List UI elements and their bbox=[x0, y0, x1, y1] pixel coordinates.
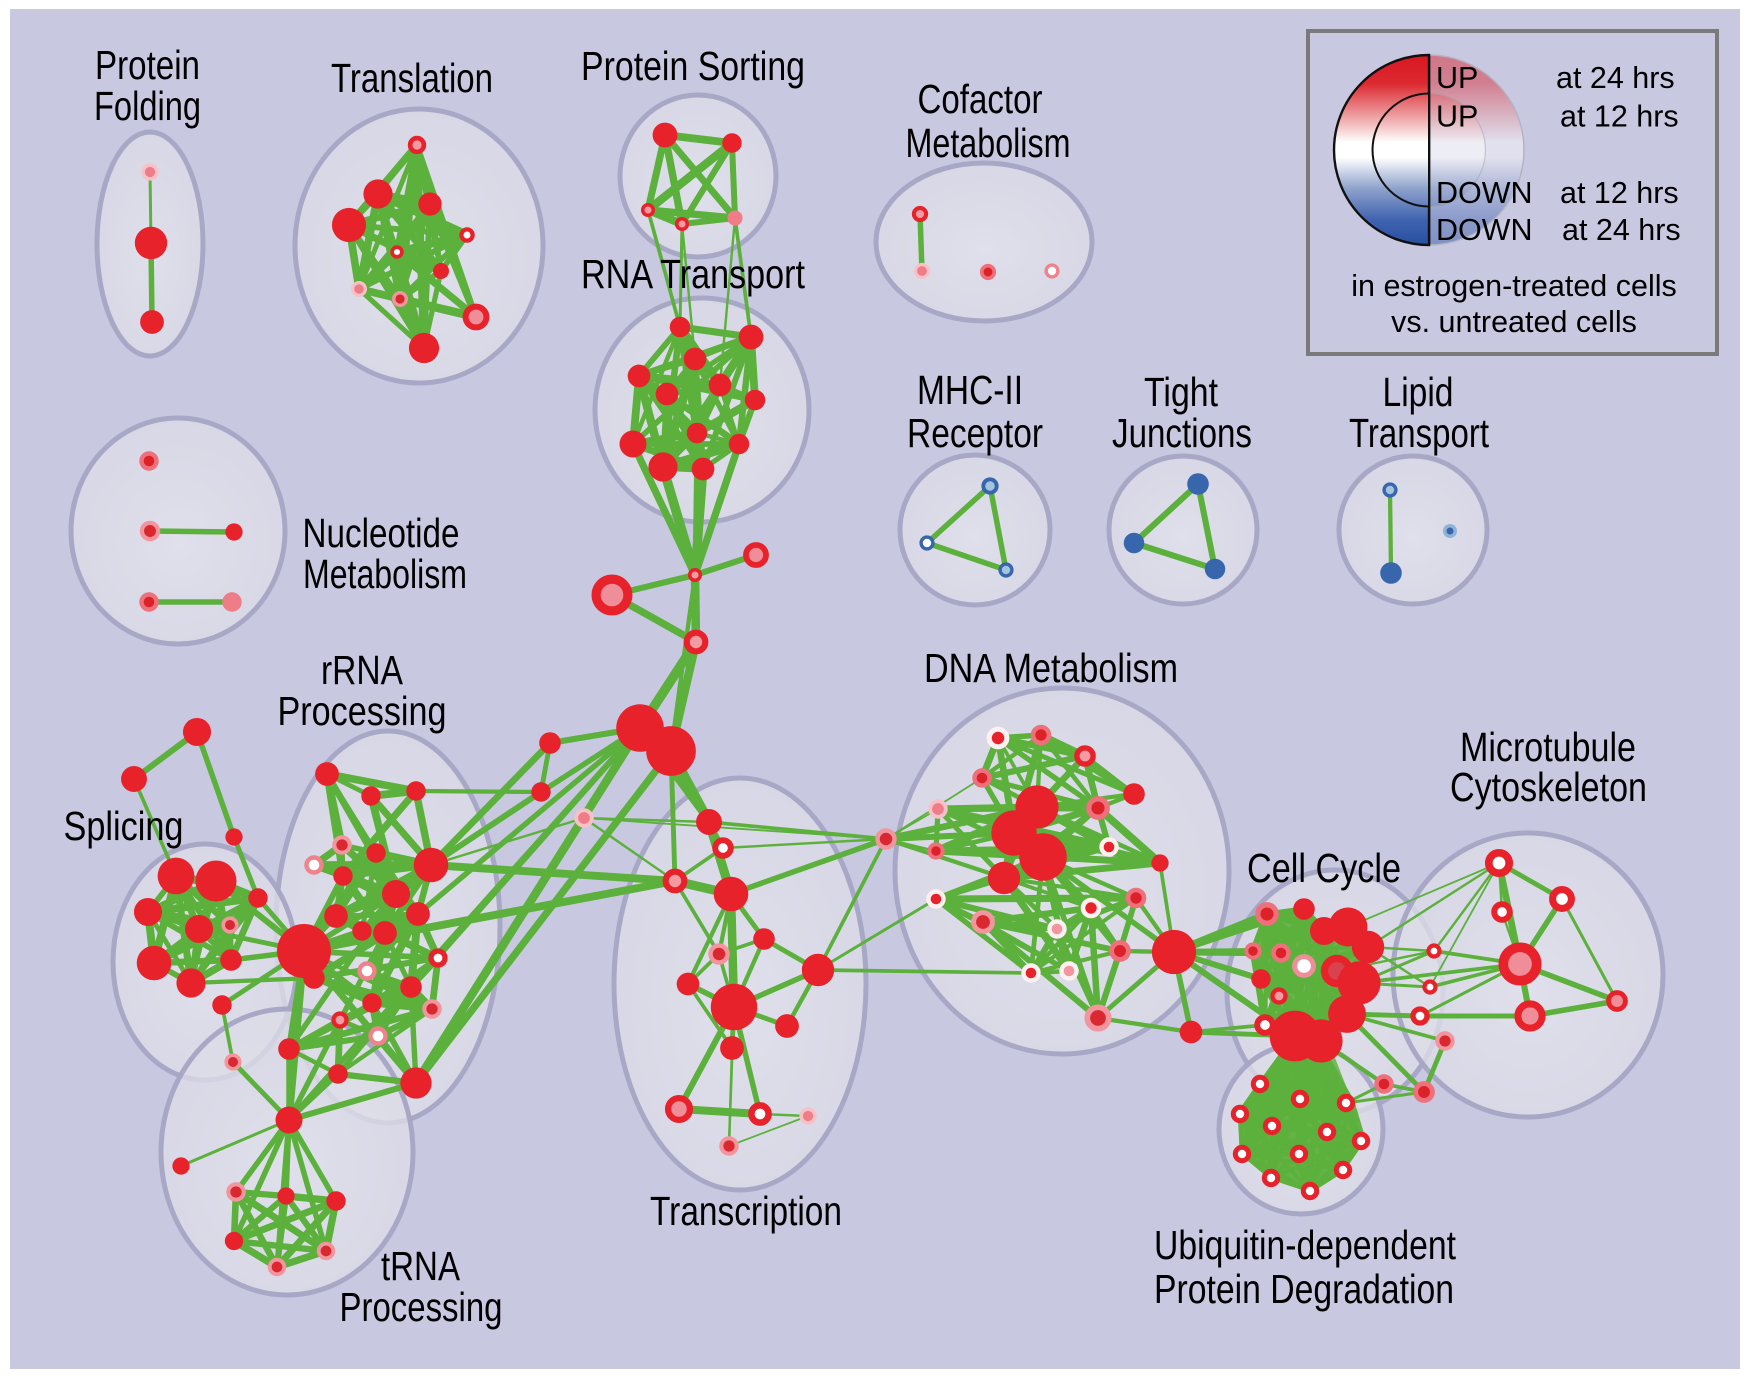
svg-text:Folding: Folding bbox=[94, 83, 201, 129]
svg-text:at 12 hrs: at 12 hrs bbox=[1560, 100, 1679, 134]
svg-text:Protein: Protein bbox=[95, 42, 200, 88]
svg-text:at 24 hrs: at 24 hrs bbox=[1556, 61, 1675, 95]
svg-text:Metabolism: Metabolism bbox=[906, 120, 1071, 166]
svg-text:RNA Transport: RNA Transport bbox=[581, 251, 806, 297]
svg-text:Metabolism: Metabolism bbox=[303, 551, 467, 597]
svg-text:Cofactor: Cofactor bbox=[918, 76, 1043, 122]
svg-text:Cell Cycle: Cell Cycle bbox=[1247, 845, 1401, 891]
svg-text:Translation: Translation bbox=[331, 55, 493, 101]
svg-text:Transcription: Transcription bbox=[650, 1188, 842, 1234]
svg-text:Tight: Tight bbox=[1144, 369, 1218, 415]
svg-text:DOWN: DOWN bbox=[1436, 213, 1533, 247]
svg-text:Processing: Processing bbox=[278, 688, 447, 734]
svg-text:UP: UP bbox=[1436, 100, 1478, 134]
svg-text:rRNA: rRNA bbox=[321, 647, 404, 693]
svg-text:DNA Metabolism: DNA Metabolism bbox=[924, 645, 1178, 691]
svg-text:UP: UP bbox=[1436, 61, 1478, 95]
svg-text:MHC-II: MHC-II bbox=[917, 367, 1023, 413]
svg-text:Protein Sorting: Protein Sorting bbox=[581, 43, 805, 89]
svg-text:Junctions: Junctions bbox=[1112, 410, 1252, 456]
svg-text:Splicing: Splicing bbox=[64, 803, 184, 849]
svg-text:vs. untreated cells: vs. untreated cells bbox=[1391, 305, 1637, 339]
svg-text:in estrogen-treated cells: in estrogen-treated cells bbox=[1351, 269, 1677, 303]
svg-text:at 24 hrs: at 24 hrs bbox=[1562, 213, 1681, 247]
svg-text:Transport: Transport bbox=[1349, 410, 1489, 456]
svg-text:tRNA: tRNA bbox=[381, 1243, 461, 1289]
svg-text:Ubiquitin-dependent: Ubiquitin-dependent bbox=[1154, 1222, 1456, 1268]
svg-text:Lipid: Lipid bbox=[1383, 369, 1454, 415]
svg-text:Cytoskeleton: Cytoskeleton bbox=[1450, 764, 1647, 810]
svg-text:Processing: Processing bbox=[340, 1284, 503, 1330]
svg-text:Nucleotide: Nucleotide bbox=[303, 510, 460, 556]
svg-text:Receptor: Receptor bbox=[907, 410, 1043, 456]
svg-text:DOWN: DOWN bbox=[1436, 176, 1533, 210]
svg-text:Microtubule: Microtubule bbox=[1460, 724, 1636, 770]
svg-text:at 12 hrs: at 12 hrs bbox=[1560, 176, 1679, 210]
svg-text:Protein Degradation: Protein Degradation bbox=[1154, 1266, 1454, 1312]
